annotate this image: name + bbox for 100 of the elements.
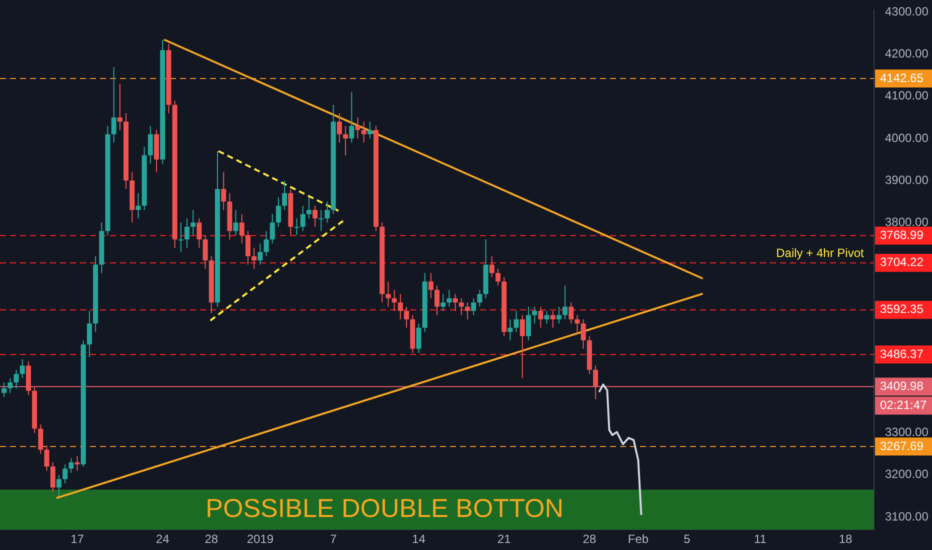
candlestick xyxy=(416,323,422,354)
annotation: Daily + 4hr Pivot xyxy=(776,246,865,260)
candlestick xyxy=(386,280,391,308)
candlestick xyxy=(14,369,19,390)
candlestick xyxy=(50,462,56,492)
candlestick xyxy=(202,234,208,270)
candlestick xyxy=(300,205,306,232)
candlestick xyxy=(434,285,440,316)
candlestick xyxy=(318,209,324,232)
candlestick xyxy=(568,302,574,324)
x-tick-label: 7 xyxy=(330,532,337,546)
ref-line-label: 3592.35 xyxy=(880,302,924,316)
candlestick xyxy=(544,310,550,324)
candlestick xyxy=(148,125,153,164)
y-tick-label: 3300.00 xyxy=(885,425,929,440)
candlestick xyxy=(562,285,568,320)
candlestick xyxy=(38,424,44,454)
candlestick xyxy=(574,314,580,332)
candlestick xyxy=(471,298,476,316)
candlestick xyxy=(458,298,464,316)
candlestick xyxy=(276,196,281,228)
x-tick-label: 28 xyxy=(204,532,218,546)
candlestick xyxy=(355,116,360,139)
candlestick xyxy=(196,218,202,248)
candlestick xyxy=(392,289,397,312)
candlestick xyxy=(111,66,116,144)
y-tick-label: 3800.00 xyxy=(885,214,929,229)
candlestick xyxy=(117,83,122,131)
x-tick-label: 24 xyxy=(156,532,170,546)
candlestick xyxy=(580,318,586,350)
candlestick xyxy=(428,272,434,299)
y-tick-label: 4200.00 xyxy=(885,46,929,61)
candlestick xyxy=(538,306,544,328)
candlestick xyxy=(184,218,190,248)
ref-line-label: 3267.69 xyxy=(880,438,924,453)
candlestick xyxy=(233,209,238,236)
candlestick xyxy=(556,306,562,324)
candlestick xyxy=(2,382,7,398)
candlestick xyxy=(446,289,452,308)
y-tick-label: 3900.00 xyxy=(885,172,929,187)
candlestick xyxy=(526,306,531,341)
candlestick xyxy=(514,310,519,332)
y-tick-label: 3200.00 xyxy=(885,467,929,482)
candlestick xyxy=(270,214,275,244)
candlestick xyxy=(495,268,500,286)
ref-line-label: 3486.37 xyxy=(880,346,924,361)
candlestick xyxy=(74,456,80,472)
candlestick xyxy=(252,247,257,270)
candlestick xyxy=(452,294,458,312)
candlestick xyxy=(398,294,403,320)
ref-line-label: 3704.22 xyxy=(880,255,924,270)
x-tick-label: 14 xyxy=(412,532,426,546)
candlestick xyxy=(508,318,513,341)
candlestick xyxy=(68,458,74,474)
y-tick-label: 4000.00 xyxy=(885,130,929,145)
x-tick-label: Feb xyxy=(628,532,649,546)
candlestick xyxy=(20,358,25,379)
candlestick xyxy=(349,92,354,144)
candlestick xyxy=(520,314,525,379)
x-tick-label: 28 xyxy=(582,532,596,546)
ref-line-label: 4142.65 xyxy=(880,70,924,85)
x-tick-label: 18 xyxy=(838,532,853,546)
candlestick xyxy=(336,112,342,144)
text: 02:21:47 xyxy=(880,398,928,412)
candlestick xyxy=(136,192,141,219)
candlestick xyxy=(245,230,250,266)
x-tick-label: 21 xyxy=(497,532,512,546)
candlestick xyxy=(477,289,482,308)
y-tick-label: 3100.00 xyxy=(885,509,929,524)
band-label: POSSIBLE DOUBLE BOTTON xyxy=(206,492,564,523)
candlestick xyxy=(343,125,348,156)
candlestick xyxy=(306,196,312,219)
candlestick xyxy=(404,306,410,328)
candlestick xyxy=(312,205,318,228)
candlestick xyxy=(56,474,62,496)
candlestick xyxy=(221,172,226,210)
candlestick xyxy=(44,444,50,472)
candlestick xyxy=(489,256,494,278)
candlestick xyxy=(239,214,244,244)
candlestick xyxy=(86,310,92,358)
ref-line-label: 3409.98 xyxy=(880,378,924,393)
candlestick xyxy=(593,365,598,400)
candlestick xyxy=(324,201,330,224)
candlestick xyxy=(178,222,184,253)
candlestick xyxy=(258,243,263,266)
candlestick xyxy=(532,306,538,324)
candlestick xyxy=(464,302,470,320)
candlestick xyxy=(440,294,446,312)
candlestick xyxy=(282,180,288,210)
candlestick xyxy=(294,218,300,236)
y-tick-label: 4300.00 xyxy=(885,4,929,19)
x-tick-label: 2019 xyxy=(246,532,274,546)
ref-line-label: 3768.99 xyxy=(880,228,924,242)
x-tick-label: 11 xyxy=(754,532,767,546)
candlestick xyxy=(367,121,372,139)
y-tick-label: 4100.00 xyxy=(885,88,929,103)
candlestick xyxy=(62,464,68,484)
candlestick xyxy=(190,209,196,236)
candlestick xyxy=(8,378,13,394)
candlestick xyxy=(550,310,556,328)
